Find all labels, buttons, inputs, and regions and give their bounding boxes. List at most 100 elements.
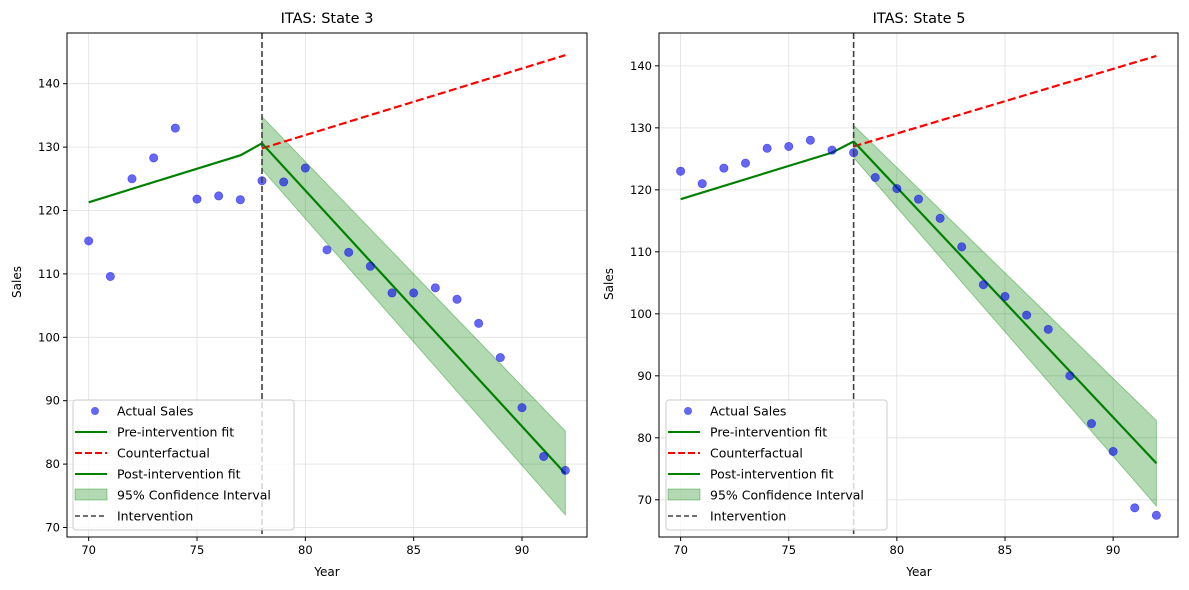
actual-sales-point <box>827 145 837 155</box>
y-tick-label: 90 <box>637 369 652 383</box>
chart-state-5: ITAS: State 5 Year Sales 70 75 80 85 90 70 80 9… <box>602 11 1179 579</box>
actual-sales-point <box>127 174 137 184</box>
actual-sales-point <box>784 141 794 151</box>
x-tick-label: 70 <box>673 543 688 557</box>
y-tick-label: 80 <box>637 431 652 445</box>
legend-label-intervention: Intervention <box>117 509 193 524</box>
legend-label-ci: 95% Confidence Interval <box>117 488 271 503</box>
x-tick-label: 85 <box>406 543 421 557</box>
x-tick-label: 75 <box>190 543 205 557</box>
x-tick-label: 80 <box>298 543 313 557</box>
plot-area: 70 75 80 85 90 70 80 90 100 110 120 130 140 <box>38 32 588 557</box>
y-tick-label: 110 <box>38 267 60 281</box>
chart-state-3: ITAS: State 3 Year Sales 70 75 80 85 90 70 80 9… <box>10 11 588 579</box>
actual-sales-point <box>1108 446 1118 456</box>
y-tick-label: 90 <box>45 394 60 408</box>
x-tick-label: 80 <box>890 543 905 557</box>
legend-frame <box>72 399 295 531</box>
y-tick-label: 100 <box>38 330 60 344</box>
actual-sales-point <box>870 172 880 182</box>
x-tick-label: 75 <box>781 543 796 557</box>
legend-marker-actual <box>91 407 99 415</box>
legend-marker-actual <box>684 407 692 415</box>
actual-sales-point <box>978 280 988 290</box>
actual-sales-point <box>409 288 419 298</box>
legend-marker-ci <box>74 488 108 501</box>
actual-sales-point <box>365 261 375 271</box>
actual-sales-point <box>1065 371 1075 381</box>
legend-marker-ci <box>667 488 701 501</box>
pre-intervention-fit-line <box>88 142 263 204</box>
actual-sales-point <box>935 213 945 223</box>
actual-sales-point <box>474 318 484 328</box>
actual-sales-point <box>697 179 707 189</box>
y-tick-label: 80 <box>45 457 60 471</box>
actual-sales-point <box>279 177 289 187</box>
actual-sales-point <box>1087 419 1097 429</box>
y-tick-label: 120 <box>630 183 652 197</box>
y-axis-label: Sales <box>602 268 616 300</box>
post-intervention-fit-line <box>261 142 567 475</box>
actual-sales-point <box>214 191 224 201</box>
actual-sales-point <box>105 271 115 281</box>
legend-label-counterfactual: Counterfactual <box>710 446 803 461</box>
actual-sales-point <box>430 283 440 293</box>
actual-sales-point <box>1151 510 1161 520</box>
legend-label-actual: Actual Sales <box>710 404 786 419</box>
actual-sales-point <box>560 465 570 475</box>
y-tick-label: 140 <box>38 77 60 91</box>
legend-label-post-fit: Post-intervention fit <box>710 467 834 482</box>
legend: Actual Sales Pre-intervention fit Counte… <box>72 399 295 531</box>
chart-title: ITAS: State 5 <box>873 11 966 27</box>
x-tick-label: 85 <box>998 543 1013 557</box>
y-axis-label: Sales <box>10 266 24 298</box>
x-tick-label: 70 <box>81 543 96 557</box>
axes-frame <box>66 32 588 538</box>
counterfactual-line <box>261 54 566 150</box>
x-tick-label: 90 <box>515 543 530 557</box>
actual-sales-point <box>676 166 686 176</box>
actual-sales-point <box>740 158 750 168</box>
y-tick-label: 100 <box>630 307 652 321</box>
actual-sales-point <box>957 242 967 252</box>
actual-sales-point <box>495 353 505 363</box>
actual-sales-point <box>1022 310 1032 320</box>
actual-sales-point <box>170 123 180 133</box>
actual-sales-point <box>149 153 159 163</box>
actual-sales-point <box>517 403 527 413</box>
y-tick-label: 130 <box>38 140 60 154</box>
y-tick-label: 70 <box>45 520 60 534</box>
actual-sales-point <box>913 194 923 204</box>
actual-sales-point <box>1043 324 1053 334</box>
y-tick-label: 120 <box>38 204 60 218</box>
y-tick-label: 70 <box>637 493 652 507</box>
actual-sales-point <box>452 294 462 304</box>
actual-sales-point <box>300 163 310 173</box>
actual-sales-point <box>322 245 332 255</box>
legend-label-actual: Actual Sales <box>117 404 193 419</box>
actual-sales-point <box>387 288 397 298</box>
legend-frame <box>665 399 888 531</box>
y-tick-label: 140 <box>630 59 652 73</box>
legend-label-counterfactual: Counterfactual <box>117 446 210 461</box>
actual-sales-point <box>192 194 202 204</box>
actual-sales-point <box>892 184 902 194</box>
legend-label-ci: 95% Confidence Interval <box>710 488 864 503</box>
actual-sales-point <box>84 236 94 246</box>
legend-label-intervention: Intervention <box>710 509 786 524</box>
y-tick-label: 130 <box>630 121 652 135</box>
chart-title: ITAS: State 3 <box>281 11 374 27</box>
actual-sales-point <box>762 143 772 153</box>
actual-sales-point <box>805 135 815 145</box>
actual-sales-point <box>344 247 354 257</box>
actual-sales-point <box>1130 503 1140 513</box>
legend-label-pre-fit: Pre-intervention fit <box>710 425 827 440</box>
legend-label-pre-fit: Pre-intervention fit <box>117 425 234 440</box>
post-intervention-fit-line <box>852 140 1158 464</box>
legend-label-post-fit: Post-intervention fit <box>117 467 241 482</box>
counterfactual-line <box>853 54 1157 148</box>
y-tick-label: 110 <box>630 245 652 259</box>
axes-frame <box>658 32 1179 538</box>
legend: Actual Sales Pre-intervention fit Counte… <box>665 399 888 531</box>
